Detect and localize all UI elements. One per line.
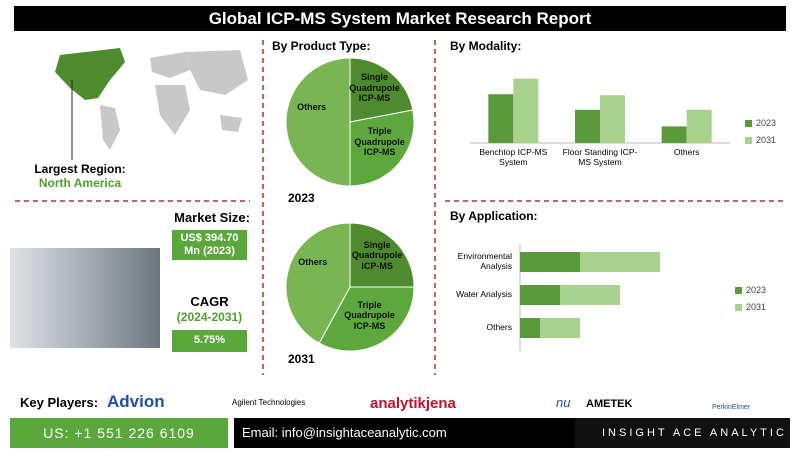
player: Agilent Technologies — [232, 398, 306, 407]
bar-segment — [540, 318, 580, 338]
phone-bar — [10, 418, 228, 448]
brand: INSIGHT ACE ANALYTIC — [602, 427, 787, 439]
bar — [513, 78, 539, 143]
pie-slice — [285, 222, 351, 344]
slice-label: Triple Quadrupole ICP-MS — [344, 300, 395, 331]
pie-slice — [349, 222, 415, 288]
slice-label: Single Quadrupole ICP-MS — [351, 239, 403, 271]
world-map — [55, 48, 248, 160]
region-label: Largest Region: — [34, 162, 126, 176]
email-bar — [234, 418, 575, 448]
title: Global ICP-MS System Market Research Rep… — [208, 9, 592, 28]
phone: US: +1 551 226 6109 — [43, 425, 195, 441]
x-tick-label: Floor Standing ICP-MS System — [562, 147, 638, 167]
legend-label: 2023 — [756, 118, 777, 128]
legend-label: 2031 — [746, 302, 767, 312]
legend-label: 2031 — [756, 135, 777, 145]
bar — [488, 94, 514, 143]
chart-subtitle: 2023 — [288, 191, 315, 205]
legend-swatch — [745, 120, 752, 127]
x-tick-label: Benchtop ICP-MS System — [479, 147, 548, 167]
y-tick-label: Water Analysis — [456, 289, 512, 300]
cagr-box — [172, 330, 247, 352]
x-tick-label: Others — [673, 147, 700, 157]
email: Email: info@insightaceanalytic.com — [242, 425, 447, 440]
bar-segment — [520, 318, 540, 338]
bar — [661, 126, 687, 143]
key-players-label: Key Players: — [20, 395, 99, 410]
chart-title: By Product Type: — [272, 39, 371, 53]
player: Advion — [107, 392, 165, 411]
chart-title: By Application: — [450, 209, 538, 223]
slice-label: Triple Quadrupole ICP-MS — [354, 126, 405, 158]
cagr-value: 5.75% — [193, 334, 226, 346]
y-tick-label: Environmental Analysis — [457, 251, 512, 271]
chart-title: By Modality: — [450, 39, 522, 53]
bar-segment — [520, 285, 560, 305]
player: nu — [556, 395, 571, 410]
bar-segment — [580, 252, 660, 272]
bar-segment — [560, 285, 620, 305]
y-tick-label: Others — [486, 322, 512, 333]
bar — [600, 95, 625, 143]
pie-slice — [285, 57, 351, 187]
player: PerkinElmer — [712, 404, 751, 411]
bar — [686, 109, 712, 143]
legend-swatch — [735, 287, 742, 294]
pie-slice — [318, 286, 415, 352]
dividers — [15, 40, 785, 375]
slice-label: Others — [298, 257, 328, 268]
cagr-label: CAGR — [190, 294, 229, 309]
brand-bar — [575, 418, 790, 448]
market-size-value: US$ 394.70 Mn (2023) — [180, 232, 239, 257]
bar-segment — [520, 252, 580, 272]
chart-subtitle: 2031 — [288, 352, 315, 366]
slice-label: Single Quadrupole ICP-MS — [349, 72, 400, 104]
bar — [575, 109, 600, 143]
legend-swatch — [745, 137, 752, 144]
slice-label: Others — [297, 102, 327, 112]
cagr-period: (2024-2031) — [176, 310, 243, 324]
header-bar — [14, 6, 786, 31]
player: AMETEK — [586, 398, 633, 410]
region-value: North America — [38, 176, 122, 190]
pie-slice — [349, 109, 415, 187]
market-size-label: Market Size: — [174, 210, 250, 225]
pie-slice — [349, 57, 414, 123]
player: analytikjena — [370, 395, 456, 412]
lab-photo — [10, 248, 160, 348]
market-size-box — [172, 230, 247, 260]
legend-label: 2023 — [746, 285, 767, 295]
legend-swatch — [735, 304, 742, 311]
